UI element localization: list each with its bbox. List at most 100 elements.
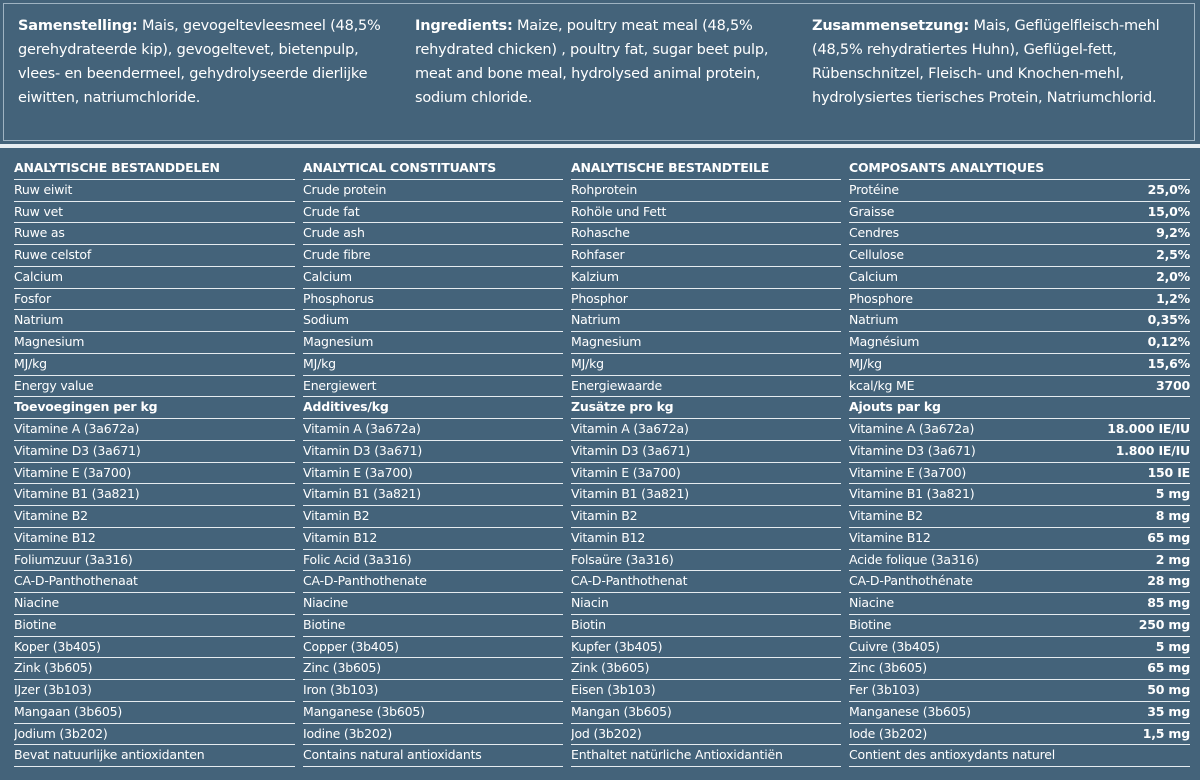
table-cell: Vitamin B12 xyxy=(303,528,563,550)
cell-text: Crude protein xyxy=(303,181,387,197)
cell-text: Biotine xyxy=(14,616,57,632)
cell-text: Niacine xyxy=(14,595,60,610)
cell-text: Vitamin B12 xyxy=(571,529,646,545)
cell-text: Vitamine D3 (3a671) xyxy=(14,442,141,458)
table-cell: Niacine xyxy=(303,593,563,615)
cell-text: Niacine xyxy=(849,595,895,610)
table-cell: Toevoegingen per kg xyxy=(14,397,295,419)
table-cell: Vitamine E (3a700) xyxy=(14,463,295,485)
table-cell: CA-D-Panthothénate 28 mg xyxy=(849,571,1190,593)
table-cell: Folsaüre (3a316) xyxy=(571,550,841,572)
table-cell: Vitamine D3 (3a671) 1.800 IE/IU xyxy=(849,441,1190,463)
table-cell: Graisse 15,0% xyxy=(849,202,1190,224)
table-cell: Iron (3b103) xyxy=(303,680,563,702)
cell-text: Zinc (3b605) xyxy=(303,660,381,676)
cell-text: CA-D-Panthothenaat xyxy=(14,573,138,589)
table-cell: Vitamin E (3a700) xyxy=(571,463,841,485)
table-row: Vitamine D3 (3a671) Vitamin D3 (3a671) Vit… xyxy=(14,441,1190,463)
cell-text: Rohprotein xyxy=(571,181,638,197)
table-cell: Ajouts par kg xyxy=(849,397,1190,419)
cell-text: Natrium xyxy=(849,312,899,328)
cell-text: Vitamine B12 xyxy=(849,529,931,545)
table-cell: Vitamin E (3a700) xyxy=(303,463,563,485)
table-cell: Vitamin B2 xyxy=(303,506,563,528)
table-cell: Calcium xyxy=(303,267,563,289)
cell-text: Vitamin B12 xyxy=(303,529,378,545)
cell-text: Vitamin A (3a672a) xyxy=(303,421,421,436)
composition-label: Ingredients: xyxy=(415,18,513,34)
cell-text: Phosphorus xyxy=(303,290,374,306)
table-cell: Eisen (3b103) xyxy=(571,680,841,702)
table-cell: Zink (3b605) xyxy=(571,658,841,680)
cell-text: Vitamin A (3a672a) xyxy=(571,421,689,436)
table-cell: Calcium 2,0% xyxy=(849,267,1190,289)
cell-value: 9,2% xyxy=(1156,225,1190,241)
composition-text: Mais, Geflügelfleisch-mehl (48,5% rehydr… xyxy=(812,18,1160,106)
cell-text: Zusätze pro kg xyxy=(571,399,674,415)
table-cell: Vitamine B12 xyxy=(14,528,295,550)
cell-text: Graisse xyxy=(849,203,895,219)
table-row: Jodium (3b202) Iodine (3b202) Jod (3b202) I… xyxy=(14,724,1190,746)
table-cell: Zusätze pro kg xyxy=(571,397,841,419)
cell-text: Biotine xyxy=(849,616,892,632)
cell-text: Vitamin E (3a700) xyxy=(303,464,413,480)
table-cell: COMPOSANTS ANALYTIQUES xyxy=(849,158,1190,180)
cell-text: Vitamine A (3a672a) xyxy=(849,421,975,436)
table-row: Vitamine B1 (3a821) Vitamin B1 (3a821) Vit… xyxy=(14,484,1190,506)
table-cell: Mangaan (3b605) xyxy=(14,702,295,724)
cell-text: Rohfaser xyxy=(571,247,625,262)
table-cell: Vitamin A (3a672a) xyxy=(571,419,841,441)
table-cell: Magnésium 0,12% xyxy=(849,332,1190,354)
cell-value: 0,35% xyxy=(1147,312,1190,328)
cell-text: Vitamine A (3a672a) xyxy=(14,421,140,436)
cell-text: Enthaltet natürliche Antioxidantiën xyxy=(571,747,783,763)
cell-value: 15,6% xyxy=(1147,355,1190,371)
table-cell: Calcium xyxy=(14,267,295,289)
table-row: Vitamine B12 Vitamin B12 Vitamin B12 Vitami… xyxy=(14,528,1190,550)
cell-value: 85 mg xyxy=(1147,595,1190,610)
cell-value: 3700 xyxy=(1156,377,1190,393)
cell-text: Vitamin B1 (3a821) xyxy=(303,486,421,502)
cell-text: ANALYTISCHE BESTANDTEILE xyxy=(571,160,770,175)
table-cell: Vitamine A (3a672a) 18.000 IE/IU xyxy=(849,419,1190,441)
cell-text: Toevoegingen per kg xyxy=(14,399,158,415)
table-cell: Crude fat xyxy=(303,202,563,224)
cell-text: Rohöle und Fett xyxy=(571,203,667,219)
table-row: Biotine Biotine Biotin Biotine 250 mg xyxy=(14,615,1190,637)
table-row: CA-D-Panthothenaat CA-D-Panthothenate CA-D… xyxy=(14,571,1190,593)
cell-text: Calcium xyxy=(303,268,352,284)
cell-text: Sodium xyxy=(303,312,349,328)
table-cell: Niacine xyxy=(14,593,295,615)
cell-text: Folsaüre (3a316) xyxy=(571,551,674,567)
table-cell: Zink (3b605) xyxy=(14,658,295,680)
cell-text: Vitamine B2 xyxy=(849,508,923,523)
cell-value: 65 mg xyxy=(1147,660,1190,676)
cell-text: Vitamin B2 xyxy=(303,508,370,523)
table-cell: Vitamine B12 65 mg xyxy=(849,528,1190,550)
table-row: Fosfor Phosphorus Phosphor Phosphore 1,2% xyxy=(14,289,1190,311)
separator xyxy=(0,144,1200,148)
cell-text: Iron (3b103) xyxy=(303,682,379,697)
table-cell: Magnesium xyxy=(571,332,841,354)
table-cell: Sodium xyxy=(303,310,563,332)
cell-value: 1,5 mg xyxy=(1142,725,1190,741)
cell-text: Ruw vet xyxy=(14,203,63,219)
cell-text: Magnesium xyxy=(14,334,85,349)
cell-text: Vitamin B1 (3a821) xyxy=(571,486,689,502)
table-row: Ruw eiwit Crude protein Rohprotein Protéine… xyxy=(14,180,1190,202)
cell-text: Manganese (3b605) xyxy=(849,703,971,719)
table-cell: Phosphorus xyxy=(303,289,563,311)
cell-text: Calcium xyxy=(849,268,898,284)
table-cell: Vitamin D3 (3a671) xyxy=(303,441,563,463)
table-row: Vitamine B2 Vitamin B2 Vitamin B2 Vitamine … xyxy=(14,506,1190,528)
cell-text: Cuivre (3b405) xyxy=(849,638,940,654)
cell-text: Eisen (3b103) xyxy=(571,682,656,697)
table-cell: CA-D-Panthothenaat xyxy=(14,571,295,593)
table-cell: Vitamine A (3a672a) xyxy=(14,419,295,441)
cell-text: Foliumzuur (3a316) xyxy=(14,551,133,567)
cell-text: Ruw eiwit xyxy=(14,181,73,197)
table-row: Vitamine A (3a672a) Vitamin A (3a672a) Vit… xyxy=(14,419,1190,441)
cell-text: Manganese (3b605) xyxy=(303,703,425,719)
table-cell: Cellulose 2,5% xyxy=(849,245,1190,267)
